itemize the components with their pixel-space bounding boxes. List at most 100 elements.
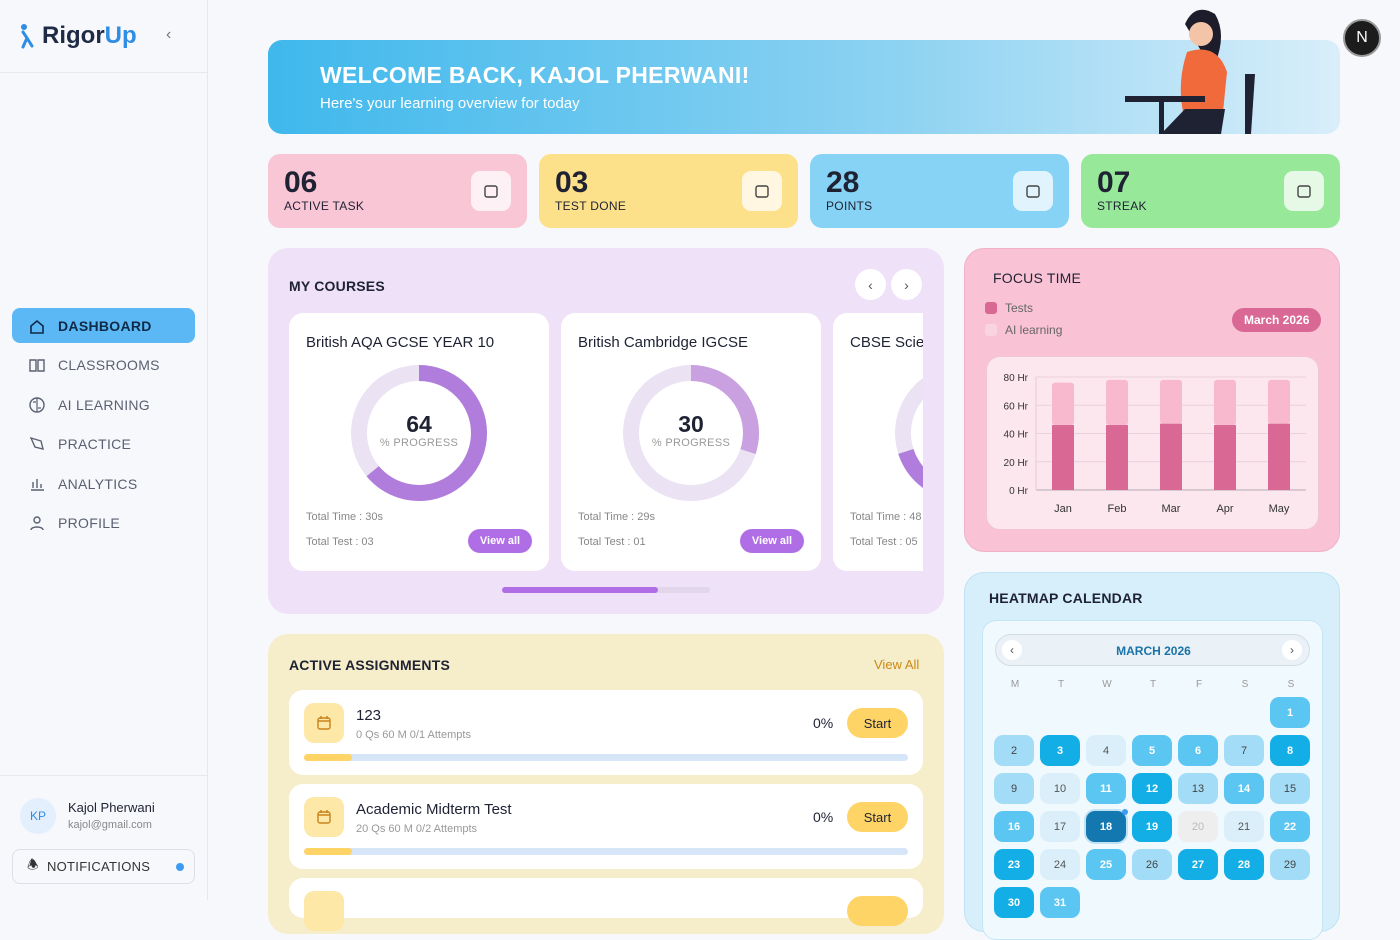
notifications-button[interactable]: 🕭 NOTIFICATIONS [12, 849, 195, 884]
collapse-sidebar-button[interactable]: ‹ [166, 26, 172, 43]
sidebar-item-dashboard[interactable]: DASHBOARD [12, 308, 195, 343]
assignments-title: ACTIVE ASSIGNMENTS [289, 657, 450, 673]
progress-donut [351, 365, 487, 501]
donut-progress [623, 365, 759, 501]
legend-tests: Tests [985, 301, 1033, 315]
logo[interactable]: RigorUp [18, 22, 137, 50]
sidebar-item-practice[interactable]: PRACTICE [12, 427, 195, 462]
user-icon [30, 516, 44, 531]
account-avatar-button[interactable]: N [1343, 19, 1381, 57]
calendar-day[interactable]: 9 [994, 773, 1034, 804]
calendar-day[interactable]: 7 [1224, 735, 1264, 766]
courses-title: MY COURSES [289, 278, 385, 294]
calendar-day[interactable]: 28 [1224, 849, 1264, 880]
legend-ai-learning: AI learning [985, 323, 1062, 337]
user-profile[interactable]: KP Kajol Pherwani kajol@gmail.com [0, 775, 207, 900]
runner-icon [21, 24, 34, 49]
view-all-button[interactable]: View all [468, 529, 532, 553]
calendar-day[interactable]: 14 [1224, 773, 1264, 804]
calendar-day[interactable]: 10 [1040, 773, 1080, 804]
focus-title: FOCUS TIME [993, 270, 1082, 286]
calendar-day[interactable]: 15 [1270, 773, 1310, 804]
bar-tests[interactable] [1106, 425, 1128, 490]
calendar-day[interactable]: 22 [1270, 811, 1310, 842]
month-badge[interactable]: March 2026 [1232, 308, 1322, 332]
bar-ai-learning[interactable] [1106, 379, 1128, 426]
heatmap-title: HEATMAP CALENDAR [989, 590, 1143, 606]
x-tick-label: Mar [1162, 503, 1181, 515]
bar-tests[interactable] [1160, 423, 1182, 490]
calendar-day[interactable]: 31 [1040, 887, 1080, 918]
assignment-card[interactable] [289, 878, 923, 931]
medal-icon [1013, 171, 1053, 211]
assignment-card[interactable]: Academic Midterm Test 20 Qs 60 M 0/2 Atte… [289, 784, 923, 869]
calendar-day[interactable]: 21 [1224, 811, 1264, 842]
next-month-button[interactable]: › [1282, 640, 1302, 660]
courses-next-button[interactable]: › [891, 269, 922, 300]
bar-tests[interactable] [1268, 423, 1290, 490]
course-card[interactable]: CBSE Scie Total Time : 48 Total Test : 05 [833, 313, 923, 571]
sidebar-item-analytics[interactable]: ANALYTICS [12, 466, 195, 501]
assignment-card[interactable]: 123 0 Qs 60 M 0/1 Attempts 0% Start [289, 690, 923, 775]
calendar-day[interactable]: 19 [1132, 811, 1172, 842]
legend-swatch [985, 302, 997, 314]
calendar-day[interactable]: 18 [1086, 809, 1128, 842]
prev-month-button[interactable]: ‹ [1002, 640, 1022, 660]
calendar-day[interactable]: 20 [1178, 811, 1218, 842]
calendar-day[interactable]: 8 [1270, 735, 1310, 766]
calendar-day[interactable]: 16 [994, 811, 1034, 842]
assignments-view-all-link[interactable]: View All [874, 657, 920, 672]
sidebar-item-profile[interactable]: PROFILE [12, 506, 195, 541]
course-card[interactable]: British AQA GCSE YEAR 10 64% PROGRESS To… [289, 313, 549, 571]
calendar-day[interactable]: 13 [1178, 773, 1218, 804]
bar-ai-learning[interactable] [1214, 379, 1236, 426]
courses-scrollbar[interactable] [502, 587, 710, 593]
calendar-day[interactable]: 30 [994, 887, 1034, 918]
calendar-day[interactable]: 2 [994, 735, 1034, 766]
my-courses-panel: MY COURSES ‹ › British AQA GCSE YEAR 10 … [268, 248, 944, 614]
start-button[interactable]: Start [847, 708, 908, 738]
bar-ai-learning[interactable] [1052, 382, 1074, 426]
calendar-day[interactable]: 3 [1040, 735, 1080, 766]
calendar-day[interactable]: 1 [1270, 697, 1310, 728]
y-tick-label: 0 Hr [1009, 486, 1029, 497]
calendar-day[interactable]: 17 [1040, 811, 1080, 842]
welcome-banner: WELCOME BACK, KAJOL PHERWANI! Here's you… [268, 9, 1340, 134]
calendar-day[interactable]: 23 [994, 849, 1034, 880]
weekday-label: T [1149, 679, 1157, 690]
sidebar-item-classrooms[interactable]: CLASSROOMS [12, 348, 195, 383]
weekday-label: S [1287, 679, 1295, 690]
scrollbar-thumb[interactable] [502, 587, 658, 593]
course-card[interactable]: British Cambridge IGCSE 30% PROGRESS Tot… [561, 313, 821, 571]
month-label: MARCH 2026 [1116, 644, 1191, 658]
sidebar-item-ai-learning[interactable]: AI LEARNING [12, 387, 195, 422]
progress-fill [304, 754, 353, 761]
view-all-button[interactable]: View all [740, 529, 804, 553]
calendar-day[interactable]: 29 [1270, 849, 1310, 880]
pen-icon [29, 436, 44, 450]
bar-tests[interactable] [1052, 425, 1074, 490]
stat-card-active-task[interactable]: 06 ACTIVE TASK [268, 154, 527, 228]
calendar-day[interactable]: 12 [1132, 773, 1172, 804]
bar-tests[interactable] [1214, 425, 1236, 490]
stat-card-points[interactable]: 28 POINTS [810, 154, 1069, 228]
calendar-day[interactable]: 27 [1178, 849, 1218, 880]
stat-card-streak[interactable]: 07 STREAK [1081, 154, 1340, 228]
courses-prev-button[interactable]: ‹ [855, 269, 886, 300]
calendar-day[interactable]: 4 [1086, 735, 1126, 766]
stat-card-test-done[interactable]: 03 TEST DONE [539, 154, 798, 228]
calendar-day[interactable]: 26 [1132, 849, 1172, 880]
start-button[interactable] [847, 896, 908, 926]
today-dot [1122, 809, 1128, 815]
y-tick-label: 80 Hr [1004, 373, 1029, 384]
calendar-day[interactable]: 5 [1132, 735, 1172, 766]
calendar-day[interactable]: 24 [1040, 849, 1080, 880]
bar-chart-icon [31, 478, 44, 491]
start-button[interactable]: Start [847, 802, 908, 832]
bar-ai-learning[interactable] [1160, 379, 1182, 424]
calendar-day[interactable]: 11 [1086, 773, 1126, 804]
bar-ai-learning[interactable] [1268, 379, 1290, 424]
calendar-day[interactable]: 25 [1086, 849, 1126, 880]
x-tick-label: Apr [1216, 503, 1233, 515]
calendar-day[interactable]: 6 [1178, 735, 1218, 766]
